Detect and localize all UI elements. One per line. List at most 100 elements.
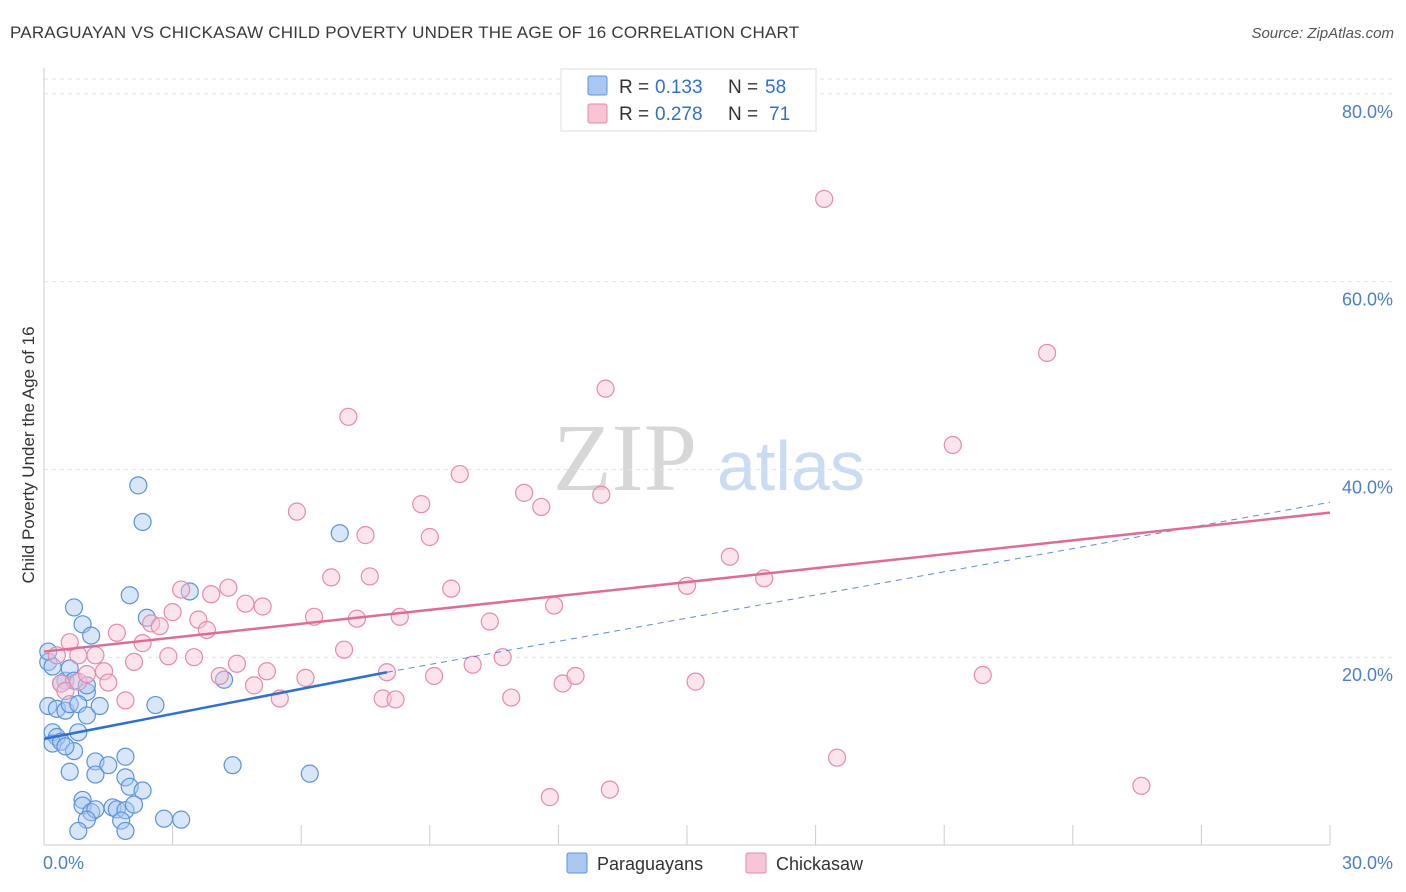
point-chickasaw xyxy=(356,526,375,545)
legend-r-label-paraguayans: R = xyxy=(619,77,649,98)
point-chickasaw xyxy=(420,527,439,547)
bottom-legend-label-chickasaw: Chickasaw xyxy=(776,854,864,874)
bottom-legend-swatch-paraguayans xyxy=(566,852,588,874)
point-paraguayans xyxy=(124,795,144,814)
point-paraguayans xyxy=(154,809,174,828)
legend-n-value-paraguayans: 58 xyxy=(765,77,786,98)
point-chickasaw xyxy=(502,688,521,707)
point-chickasaw xyxy=(244,676,264,695)
trendline-paraguayans xyxy=(43,670,388,741)
point-chickasaw xyxy=(202,585,221,604)
point-chickasaw xyxy=(540,788,559,807)
point-chickasaw xyxy=(339,407,358,426)
y-tick-label: 60.0% xyxy=(1342,290,1393,310)
legend-r-value-paraguayans: 0.133 xyxy=(655,77,703,98)
point-chickasaw xyxy=(184,648,204,667)
watermark-zip: ZIP xyxy=(553,404,697,511)
point-chickasaw xyxy=(515,483,534,502)
point-chickasaw xyxy=(124,652,144,671)
point-paraguayans xyxy=(129,476,148,495)
point-chickasaw xyxy=(99,673,118,692)
point-chickasaw xyxy=(566,666,585,686)
point-chickasaw xyxy=(360,567,379,586)
y-axis-ticks: 20.0% 40.0% 60.0% 80.0% xyxy=(1342,102,1393,685)
point-paraguayans xyxy=(99,756,118,775)
point-paraguayans xyxy=(223,756,242,775)
point-chickasaw xyxy=(442,579,461,598)
point-paraguayans xyxy=(300,764,319,783)
stats-legend: R = 0.133 N = 58 R = 0.278 N = 71 xyxy=(560,68,817,132)
point-paraguayans xyxy=(116,747,135,766)
axes xyxy=(43,68,1331,846)
point-chickasaw xyxy=(159,647,178,666)
x-tick-label: 0.0% xyxy=(43,853,84,873)
point-chickasaw xyxy=(596,379,615,398)
x-axis-ticks: 0.0% 30.0% xyxy=(43,853,1393,873)
trendline-chickasaw xyxy=(43,511,1331,653)
point-paraguayans xyxy=(86,765,105,784)
bottom-legend-swatch-chickasaw xyxy=(745,852,767,874)
point-chickasaw xyxy=(116,691,135,710)
point-chickasaw xyxy=(1132,776,1151,795)
point-chickasaw xyxy=(386,690,405,709)
point-paraguayans xyxy=(60,762,79,781)
point-paraguayans xyxy=(64,598,84,617)
watermark: ZIP atlas xyxy=(553,404,865,511)
legend-n-value-chickasaw: 71 xyxy=(769,104,790,125)
point-paraguayans xyxy=(133,512,152,532)
point-chickasaw xyxy=(677,576,697,595)
point-chickasaw xyxy=(373,689,392,708)
point-chickasaw xyxy=(480,612,499,631)
watermark-atlas: atlas xyxy=(717,427,865,505)
point-chickasaw xyxy=(296,668,315,687)
point-chickasaw xyxy=(107,623,126,642)
point-chickasaw xyxy=(815,189,834,209)
point-chickasaw xyxy=(219,578,238,597)
point-paraguayans xyxy=(69,821,88,841)
series-paraguayans xyxy=(39,476,349,841)
point-chickasaw xyxy=(943,435,962,455)
point-chickasaw xyxy=(424,666,444,686)
point-chickasaw xyxy=(322,568,341,587)
point-paraguayans xyxy=(146,695,165,715)
point-paraguayans xyxy=(116,768,135,787)
series-layer xyxy=(39,189,1151,841)
legend-n-label-paraguayans: N = xyxy=(728,77,758,98)
trend-layer xyxy=(43,501,1331,741)
y-axis-label: Child Poverty Under the Age of 16 xyxy=(19,326,38,583)
point-chickasaw xyxy=(720,547,739,566)
y-tick-label: 80.0% xyxy=(1342,102,1393,122)
point-paraguayans xyxy=(56,737,75,756)
point-chickasaw xyxy=(412,495,431,514)
point-paraguayans xyxy=(172,810,191,829)
point-chickasaw xyxy=(686,672,705,691)
point-chickasaw xyxy=(493,648,512,667)
chart-title: PARAGUAYAN VS CHICKASAW CHILD POVERTY UN… xyxy=(10,23,799,42)
point-chickasaw xyxy=(150,617,169,636)
point-chickasaw xyxy=(227,654,246,673)
point-chickasaw xyxy=(334,640,354,659)
trendline-extension-paraguayans xyxy=(386,501,1331,673)
point-chickasaw xyxy=(86,646,105,665)
point-chickasaw xyxy=(60,633,79,652)
point-chickasaw xyxy=(463,655,482,674)
x-tick-label: 30.0% xyxy=(1342,853,1393,873)
point-chickasaw xyxy=(257,662,277,681)
point-paraguayans xyxy=(116,821,135,841)
point-chickasaw xyxy=(236,594,255,613)
series-chickasaw xyxy=(47,189,1151,807)
y-tick-label: 20.0% xyxy=(1342,665,1393,685)
point-paraguayans xyxy=(133,781,152,800)
point-chickasaw xyxy=(592,485,611,504)
point-chickasaw xyxy=(390,607,409,626)
legend-swatch-paraguayans xyxy=(587,75,608,96)
bottom-legend-label-paraguayans: Paraguayans xyxy=(597,854,703,874)
legend-r-label-chickasaw: R = xyxy=(619,104,649,125)
point-chickasaw xyxy=(827,748,847,767)
point-paraguayans xyxy=(90,696,109,716)
point-chickasaw xyxy=(77,664,96,684)
point-paraguayans xyxy=(330,524,349,543)
point-chickasaw xyxy=(94,662,114,681)
point-chickasaw xyxy=(163,603,182,622)
